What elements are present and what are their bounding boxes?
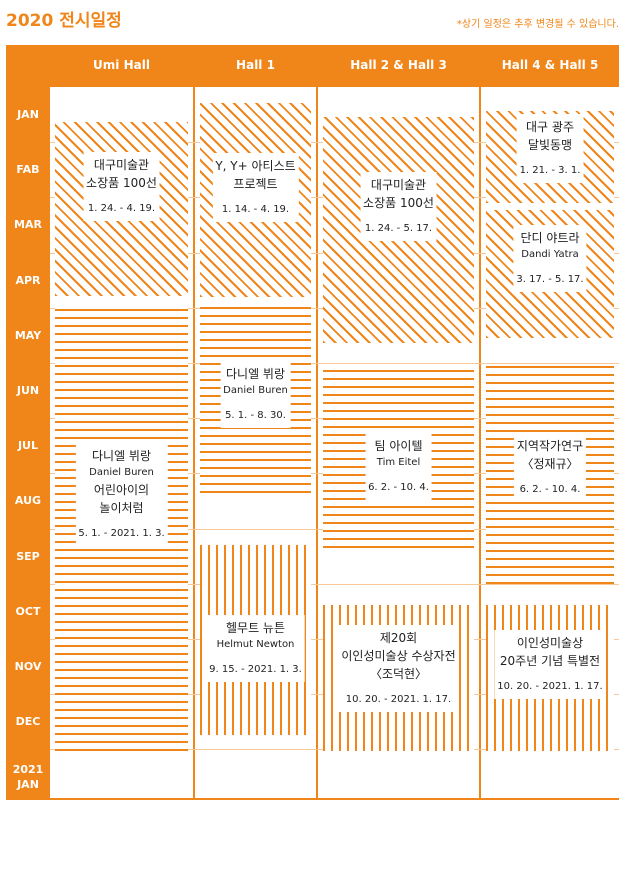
exhibition-title: 달빛동맹 <box>527 138 573 152</box>
exhibition-dates: 9. 15. - 2021. 1. 3. <box>209 664 302 675</box>
schedule-grid: Umi Hall Hall 1 Hall 2 & Hall 3 Hall 4 & Ha… <box>6 45 619 800</box>
exhibition-dates: 1. 24. - 4. 19. <box>87 203 156 214</box>
exhibition-block: 헬무트 뉴튼 Helmut Newton 9. 15. - 2021. 1. 3. <box>200 545 311 735</box>
month-label: DEC <box>15 715 41 729</box>
schedule-change-note: *상기 일정은 추후 변경될 수 있습니다. <box>456 19 619 30</box>
exhibition-title: 제20회 <box>379 631 418 645</box>
exhibition-dates: 6. 2. - 10. 4. <box>519 484 581 495</box>
month-label: MAY <box>14 328 42 342</box>
exhibition-label: 헬무트 뉴튼 Helmut Newton 9. 15. - 2021. 1. 3. <box>206 615 305 682</box>
exhibition-title: 대구미술관 <box>93 158 150 172</box>
month-label: JAN <box>17 108 39 122</box>
exhibition-title: 단디 야트라 <box>520 231 580 245</box>
month-label: NOV <box>14 660 42 674</box>
month-divider <box>50 363 619 364</box>
exhibition-block: 단디 야트라 Dandi Yatra 3. 17. - 5. 17. <box>486 210 614 338</box>
exhibition-dates: 5. 1. - 8. 30. <box>225 410 286 421</box>
exhibition-title: 소장품 100선 <box>86 176 157 190</box>
page-title: 2020 전시일정 <box>6 11 122 31</box>
exhibition-dates: 1. 14. - 4. 19. <box>221 204 290 215</box>
hall-header: Hall 4 & Hall 5 <box>501 58 599 72</box>
exhibition-label: 이인성미술상 20주년 기념 특별전 10. 20. - 2021. 1. 17. <box>494 630 606 699</box>
exhibition-block: 지역작가연구 〈정재규〉 6. 2. - 10. 4. <box>486 365 614 584</box>
exhibition-dates: 6. 2. - 10. 4. <box>368 482 429 493</box>
exhibition-title: 헬무트 뉴튼 <box>225 621 285 635</box>
month-divider <box>50 583 619 585</box>
exhibition-title: 20주년 기념 특별전 <box>499 654 601 668</box>
exhibition-title: 〈조덕현〉 <box>369 667 428 681</box>
hall-header: Umi Hall <box>93 58 150 72</box>
month-label: 2021 JAN <box>12 762 44 791</box>
exhibition-title: 대구 광주 <box>526 120 574 134</box>
exhibition-dates: 5. 1. - 2021. 1. 3. <box>78 528 165 539</box>
exhibition-title: 〈정재규〉 <box>521 457 579 471</box>
exhibition-block: 이인성미술상 20주년 기념 특별전 10. 20. - 2021. 1. 17. <box>486 605 614 751</box>
exhibition-title: 놀이처럼 <box>99 501 144 515</box>
exhibition-dates: 10. 20. - 2021. 1. 17. <box>345 694 452 705</box>
exhibition-subtitle: Helmut Newton <box>216 639 295 650</box>
month-label: FAB <box>16 163 40 177</box>
exhibition-dates: 10. 20. - 2021. 1. 17. <box>497 681 603 692</box>
exhibition-title: 이인성미술상 <box>516 636 584 650</box>
exhibition-title: 다니엘 뷔랑 <box>225 367 286 381</box>
month-label: AUG <box>14 494 42 508</box>
month-label: OCT <box>15 604 41 618</box>
exhibition-subtitle: Daniel Buren <box>89 467 154 478</box>
exhibition-title: 프로젝트 <box>233 177 278 191</box>
month-label: JUN <box>16 384 40 398</box>
month-label: MAR <box>14 218 42 232</box>
exhibition-label: 다니엘 뷔랑 Daniel Buren 5. 1. - 8. 30. <box>220 361 291 428</box>
exhibition-title: 어린아이의 <box>93 483 150 497</box>
exhibition-title: Y, Y+ 아티스트 <box>215 159 296 173</box>
exhibition-dates: 1. 21. - 3. 1. <box>519 165 581 176</box>
exhibition-title: 다니엘 뷔랑 <box>91 449 152 463</box>
exhibition-title: 이인성미술상 수상자전 <box>341 649 456 663</box>
exhibition-subtitle: Dandi Yatra <box>521 249 579 260</box>
month-label: SEP <box>16 549 40 563</box>
exhibition-block: 팀 아이텔 Tim Eitel 6. 2. - 10. 4. <box>323 365 474 548</box>
exhibition-block: 다니엘 뷔랑 Daniel Buren 5. 1. - 8. 30. <box>200 303 311 493</box>
exhibition-label: 지역작가연구 〈정재규〉 6. 2. - 10. 4. <box>513 433 587 502</box>
exhibition-title: 소장품 100선 <box>363 196 434 210</box>
hall-header: Hall 1 <box>236 58 275 72</box>
exhibition-dates: 3. 17. - 5. 17. <box>516 274 584 285</box>
exhibition-title: 대구미술관 <box>370 178 427 192</box>
month-label: JUL <box>17 439 39 453</box>
hall-header: Hall 2 & Hall 3 <box>350 58 447 72</box>
exhibition-subtitle: Tim Eitel <box>376 457 421 468</box>
exhibition-label: 팀 아이텔 Tim Eitel 6. 2. - 10. 4. <box>365 433 432 500</box>
exhibition-dates: 1. 24. - 5. 17. <box>364 223 433 234</box>
exhibition-subtitle: Daniel Buren <box>223 385 288 396</box>
month-label: APR <box>15 273 41 287</box>
exhibition-title: 팀 아이텔 <box>374 439 423 453</box>
exhibition-label: 단디 야트라 Dandi Yatra 3. 17. - 5. 17. <box>513 225 587 292</box>
exhibition-title: 지역작가연구 <box>516 439 584 453</box>
